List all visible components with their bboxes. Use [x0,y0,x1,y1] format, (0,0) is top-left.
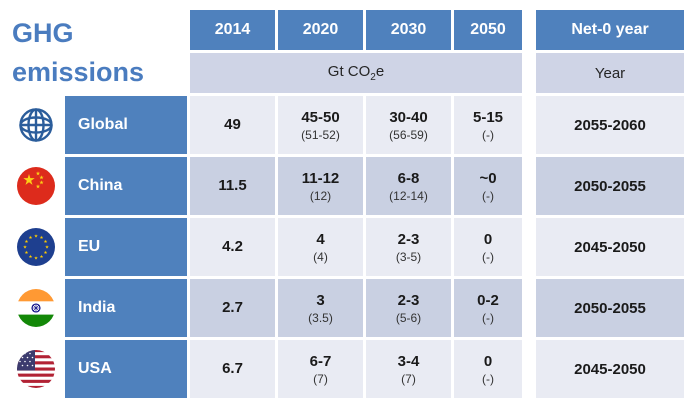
cell-global-2014: 49 [190,96,275,154]
globe-icon [19,108,53,142]
col-header-2050: 2050 [454,10,522,50]
china-flag-icon [17,167,55,205]
cell-china-2020: 11-12 (12) [278,157,363,215]
cell-usa-2020: 6-7 (7) [278,340,363,398]
cell-india-2050: 0-2 (-) [454,279,522,337]
cell-china-2014: 11.5 [190,157,275,215]
cell-india-net0: 2050-2055 [536,279,684,337]
column-gap [525,157,533,215]
india-flag-icon [17,289,55,327]
cell-eu-2020: 4 (4) [278,218,363,276]
cell-global-net0: 2055-2060 [536,96,684,154]
cell-eu-2050: 0 (-) [454,218,522,276]
unit-header-year: Year [536,53,684,93]
cell-eu-net0: 2045-2050 [536,218,684,276]
unit-text: Gt CO2e [327,63,385,83]
col-header-2014: 2014 [190,10,275,50]
column-gap [525,53,533,93]
cell-china-2030: 6-8 (12-14) [366,157,451,215]
cell-china-2050: ~0 (-) [454,157,522,215]
eu-flag-icon [17,228,55,266]
cell-usa-2050: 0 (-) [454,340,522,398]
cell-eu-2014: 4.2 [190,218,275,276]
row-label-india: India [65,279,187,337]
cell-india-2014: 2.7 [190,279,275,337]
col-header-2020: 2020 [278,10,363,50]
row-label-global: Global [65,96,187,154]
cell-global-2050: 5-15 (-) [454,96,522,154]
col-header-2030: 2030 [366,10,451,50]
row-label-eu: EU [65,218,187,276]
cell-eu-2030: 2-3 (3-5) [366,218,451,276]
row-icon-india [10,279,62,337]
cell-india-2020: 3 (3.5) [278,279,363,337]
column-gap [525,96,533,154]
column-gap [525,279,533,337]
row-label-china: China [65,157,187,215]
column-gap [525,218,533,276]
cell-usa-2014: 6.7 [190,340,275,398]
column-gap [525,10,533,50]
page-title-line1: GHG [12,18,74,48]
cell-usa-net0: 2045-2050 [536,340,684,398]
header-empty-corner [10,53,187,93]
row-icon-eu [10,218,62,276]
usa-flag-icon [17,350,55,388]
column-gap [525,340,533,398]
cell-global-2020: 45-50 (51-52) [278,96,363,154]
page-title-line2: emissions [12,57,145,87]
unit-header-gtco2e: Gt CO2e [190,53,522,93]
page-title: GHG emissions [12,14,144,92]
col-header-net0-year: Net-0 year [536,10,684,50]
cell-global-2030: 30-40 (56-59) [366,96,451,154]
cell-china-net0: 2050-2055 [536,157,684,215]
cell-india-2030: 2-3 (5-6) [366,279,451,337]
row-icon-usa [10,340,62,398]
row-icon-china [10,157,62,215]
row-label-usa: USA [65,340,187,398]
header-empty-corner [10,10,187,50]
cell-usa-2030: 3-4 (7) [366,340,451,398]
ghg-emissions-table: 2014 2020 2030 2050 Net-0 year Gt CO2e Y… [10,10,684,398]
row-icon-global [10,96,62,154]
